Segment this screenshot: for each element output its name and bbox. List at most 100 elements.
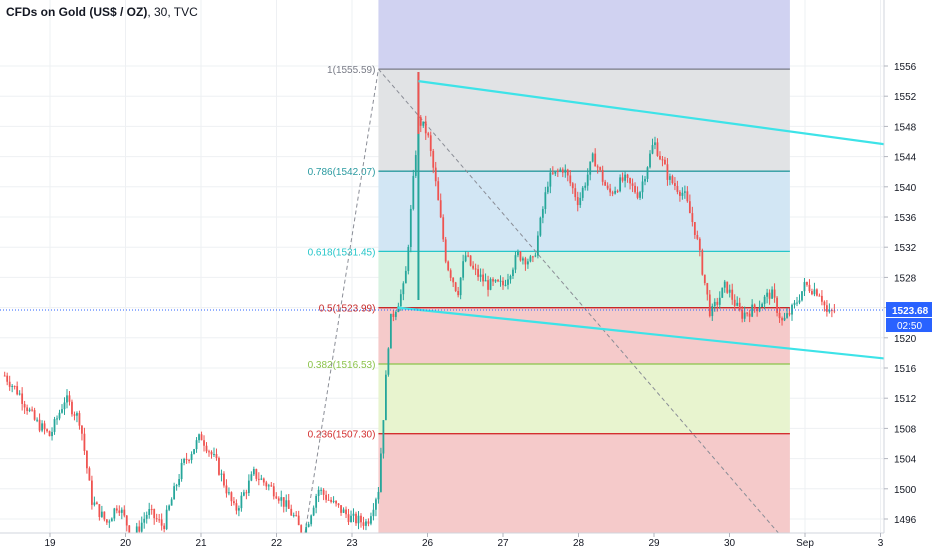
candle-body: [636, 192, 639, 198]
candle-body: [522, 258, 524, 261]
candle-body: [654, 142, 656, 146]
candle-body: [335, 500, 337, 504]
candle-body: [606, 185, 609, 189]
candle-body: [160, 519, 163, 526]
candle-body: [641, 181, 644, 193]
candle-body: [823, 301, 826, 306]
candle-body: [733, 299, 736, 306]
candle-body: [586, 174, 589, 186]
candle-body: [564, 169, 567, 173]
fib-level-label: 0.786(1542.07): [308, 167, 376, 178]
candle-body: [205, 445, 208, 452]
candle-body: [66, 395, 68, 403]
candle-body: [721, 287, 724, 298]
candle-body: [340, 505, 342, 513]
candle-body: [235, 503, 238, 511]
fib-level-label: 0.618(1531.45): [308, 247, 376, 258]
candle-body: [215, 454, 218, 458]
candle-body: [350, 515, 352, 523]
candle-body: [409, 208, 412, 247]
candle-body: [13, 385, 16, 387]
candle-body: [317, 489, 320, 496]
candle-body: [626, 174, 629, 179]
candle-body: [594, 153, 597, 167]
candle-body: [240, 495, 243, 509]
candle-body: [230, 492, 233, 502]
candle-body: [741, 309, 744, 319]
candle-body: [619, 177, 622, 192]
candle-body: [375, 499, 377, 510]
candle-body: [220, 473, 223, 475]
candle-body: [818, 295, 821, 297]
candle-body: [242, 492, 245, 496]
last-price-tag: [886, 302, 932, 318]
candle-body: [554, 170, 557, 174]
candle-body: [53, 419, 56, 432]
price-tick-label: 1520: [894, 334, 917, 345]
fib-diagonal-line: [378, 68, 791, 547]
candle-body: [688, 201, 691, 214]
candle-body: [255, 469, 258, 479]
trend-line[interactable]: [418, 80, 904, 148]
candle-body: [6, 375, 9, 382]
candle-body: [713, 301, 716, 307]
candle-body: [701, 250, 704, 275]
candle-body: [404, 270, 407, 284]
candle-body: [143, 518, 146, 523]
candle-body: [738, 302, 741, 310]
candle-body: [225, 485, 228, 494]
candle-body: [297, 515, 300, 526]
candle-body: [773, 289, 776, 298]
candle-body: [527, 261, 529, 265]
candle-body: [138, 526, 141, 532]
candle-body: [736, 302, 739, 306]
candle-body: [502, 280, 504, 286]
candle-body: [634, 185, 636, 193]
candle-body: [746, 312, 749, 314]
candle-body: [574, 188, 577, 198]
candle-body: [691, 213, 694, 223]
candle-body: [569, 175, 572, 184]
candle-body: [300, 525, 303, 537]
candle-body: [422, 121, 425, 126]
candle-body: [68, 395, 71, 402]
candle-body: [474, 268, 477, 270]
candle-body: [768, 292, 771, 299]
candle-body: [382, 420, 385, 454]
candle-body: [71, 401, 73, 415]
candle-body: [534, 255, 537, 257]
candle-body: [357, 515, 360, 524]
candle-body: [639, 192, 641, 198]
candle-body: [492, 279, 494, 282]
candle-body: [203, 440, 205, 446]
candle-body: [524, 258, 527, 265]
candle-body: [584, 185, 587, 188]
candle-body: [661, 159, 664, 161]
candle-body: [218, 457, 220, 475]
fib-zone: [378, 363, 790, 434]
candle-body: [517, 251, 519, 256]
candle-body: [467, 255, 470, 257]
fib-zone: [378, 69, 790, 172]
candle-body: [372, 509, 375, 517]
candle-body: [504, 284, 507, 286]
candle-body: [561, 169, 564, 173]
candle-body: [718, 297, 721, 305]
trend-line[interactable]: [397, 306, 904, 362]
candle-body: [123, 509, 126, 516]
candle-body: [664, 159, 666, 165]
candle-body: [113, 508, 116, 519]
candle-body: [180, 462, 183, 480]
fib-level-label: 0.382(1516.53): [308, 360, 376, 371]
candle-body: [556, 170, 559, 172]
candle-body: [228, 492, 230, 494]
candle-body: [644, 178, 646, 182]
fib-level-label: 0.236(1507.30): [308, 430, 376, 441]
candle-body: [105, 519, 108, 523]
candle-body: [81, 425, 83, 434]
candle-body: [23, 403, 26, 408]
candle-body: [208, 451, 210, 453]
time-axis: [0, 533, 932, 550]
candle-body: [310, 515, 313, 525]
